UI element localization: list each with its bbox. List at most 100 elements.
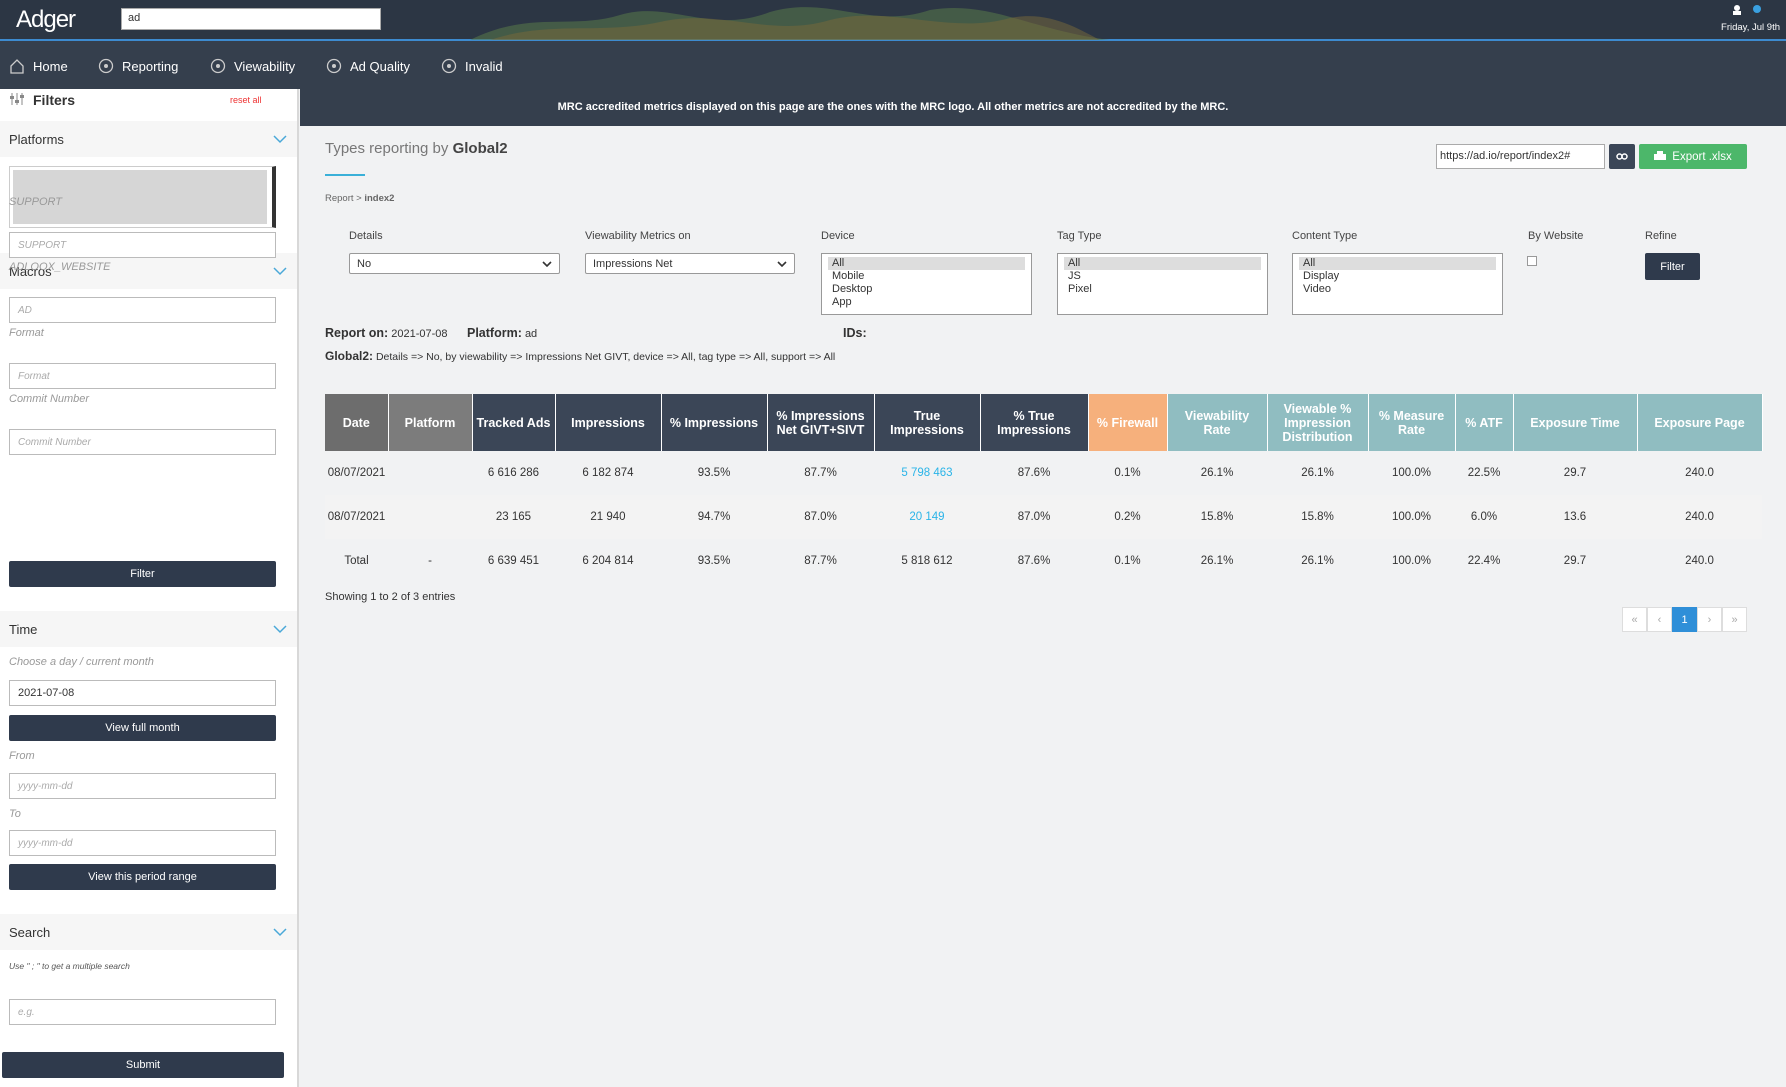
table-cell: 240.0 (1685, 467, 1714, 479)
column (767, 394, 874, 583)
column-header[interactable]: % True Impressions (980, 394, 1089, 451)
list-option[interactable]: All (1299, 257, 1496, 270)
date-input[interactable]: yyyy-mm-dd (9, 773, 276, 799)
page-button[interactable]: « (1622, 607, 1647, 632)
nav-label: Invalid (465, 58, 503, 74)
text-input[interactable]: Format (9, 363, 276, 389)
breadcrumb-parent[interactable]: Report > (325, 193, 362, 204)
text-input[interactable]: AD (9, 297, 276, 323)
list-option[interactable]: All (828, 257, 1025, 270)
user-icons[interactable] (1732, 4, 1762, 16)
section-header[interactable]: Macros (0, 253, 297, 289)
export-button[interactable]: Export .xlsx (1639, 144, 1747, 169)
table-cell: 87.6% (1017, 467, 1051, 479)
column (874, 394, 980, 583)
section-header[interactable]: Search (0, 914, 297, 950)
nav-icon (273, 135, 287, 144)
table-body: 08/07/2021 6 616 286 6 182 874 93.5% 87.7% 5 … (325, 451, 1762, 583)
column-header[interactable]: % Measure Rate (1368, 394, 1456, 451)
account-select[interactable]: ad (121, 8, 381, 30)
column-header[interactable]: % Impressions Net GIVT+SIVT (767, 394, 875, 451)
content-type-list[interactable]: All Display Video (1292, 253, 1503, 315)
column-header[interactable]: Impressions (555, 394, 662, 451)
nav-label: Viewability (234, 58, 296, 74)
table-cell: 13.6 (1513, 495, 1637, 539)
column-header[interactable]: % Impressions (661, 394, 768, 451)
report-meta: Platform: ad (467, 326, 537, 340)
column-header[interactable]: Tracked Ads (472, 394, 556, 451)
meta-value: ad (524, 328, 538, 340)
field-label: Format (9, 327, 44, 339)
details-select[interactable]: No (349, 253, 560, 274)
text-input[interactable]: Commit Number (9, 429, 276, 455)
date-input[interactable]: 2021-07-08 (9, 680, 276, 706)
table-cell[interactable]: 5 798 463 (901, 467, 953, 479)
table-cell: 08/07/2021 (327, 467, 386, 479)
platform-list[interactable] (9, 166, 276, 228)
breadcrumb: Report > index2 (325, 193, 394, 204)
viewability-select[interactable]: Impressions Net (585, 253, 795, 274)
title-text: Types reporting by (325, 140, 449, 157)
nav-item[interactable]: Invalid (441, 57, 503, 75)
filter-label: Details (349, 230, 383, 242)
column-header[interactable]: True Impressions (874, 394, 981, 451)
table-cell: 87.0% (980, 495, 1088, 539)
logo[interactable]: Adger (16, 6, 76, 33)
column-header[interactable]: Exposure Page (1637, 394, 1763, 451)
text-input[interactable]: SUPPORT (9, 232, 276, 258)
section-header[interactable]: Platforms (0, 121, 297, 157)
column-header[interactable]: Date (325, 394, 389, 451)
nav-item[interactable]: Reporting (98, 57, 178, 75)
list-option[interactable]: Mobile (832, 270, 865, 282)
search-input[interactable]: e.g. (9, 999, 276, 1025)
table-cell: 23 165 (472, 495, 555, 539)
column-header[interactable]: Viewable % Impression Distribution (1267, 394, 1369, 451)
refine-button[interactable]: Filter (1645, 253, 1700, 280)
month-button[interactable]: View full month (9, 715, 276, 741)
search-hint: Use " ; " to get a multiple search (9, 961, 130, 971)
nav-icon (10, 59, 24, 74)
nav-item[interactable]: Home (9, 57, 68, 75)
list-option[interactable]: Video (1303, 283, 1331, 295)
copy-link-button[interactable] (1609, 144, 1635, 169)
column-header[interactable]: % Firewall (1088, 394, 1168, 451)
tag-type-list[interactable]: All JS Pixel (1057, 253, 1268, 315)
report-table: Date Platform Tracked Ads Impressions% Impr… (325, 394, 1763, 583)
list-option[interactable]: Desktop (832, 283, 873, 295)
column-header[interactable]: Viewability Rate (1167, 394, 1268, 451)
table-cell: 22.5% (1467, 467, 1501, 479)
list-option[interactable]: All (1064, 257, 1261, 270)
reset-all[interactable]: reset all (230, 95, 262, 105)
ids-label: IDs: (843, 326, 867, 340)
nav-item[interactable]: Ad Quality (326, 57, 410, 75)
table-cell: 0.1% (1114, 467, 1141, 479)
table-cell: 0.1% (1114, 555, 1141, 567)
by-website-checkbox[interactable] (1527, 256, 1537, 266)
column (1455, 394, 1513, 583)
table-cell: 26.1% (1200, 467, 1234, 479)
list-option[interactable]: Pixel (1068, 283, 1092, 295)
filter-button[interactable]: Filter (9, 561, 276, 587)
field-label: ADLOOX_WEBSITE (9, 261, 111, 273)
page-button[interactable]: 1 (1672, 607, 1697, 632)
url-field[interactable]: https://ad.io/report/index2# (1436, 144, 1605, 169)
submit-button[interactable]: Submit (2, 1052, 284, 1078)
device-list[interactable]: All Mobile Desktop App (821, 253, 1032, 315)
list-option[interactable]: App (832, 296, 852, 308)
column-header[interactable]: % ATF (1455, 394, 1514, 451)
meta-label: Report on: (325, 326, 389, 340)
list-option[interactable]: JS (1068, 270, 1081, 282)
column-header[interactable]: Platform (388, 394, 473, 451)
page-button[interactable]: » (1722, 607, 1747, 632)
range-button[interactable]: View this period range (9, 864, 276, 890)
table-cell[interactable]: 20 149 (874, 495, 980, 539)
page-button[interactable]: ‹ (1647, 607, 1672, 632)
column (661, 394, 767, 583)
field-label: Commit Number (9, 393, 90, 405)
date-input[interactable]: yyyy-mm-dd (9, 830, 276, 856)
column-header[interactable]: Exposure Time (1513, 394, 1638, 451)
page-button[interactable]: › (1697, 607, 1722, 632)
section-header[interactable]: Time (0, 611, 297, 647)
nav-item[interactable]: Viewability (210, 57, 295, 75)
list-option[interactable]: Display (1303, 270, 1340, 282)
